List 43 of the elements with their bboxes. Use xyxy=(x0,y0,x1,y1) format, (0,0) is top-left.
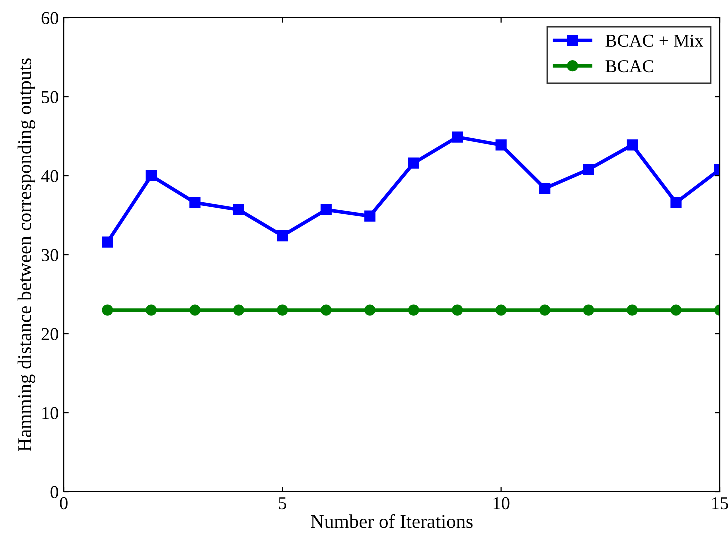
y-tick-label: 20 xyxy=(42,328,58,340)
y-axis-title: Hamming distance between corresponding outputs xyxy=(18,58,36,452)
point xyxy=(364,304,376,316)
point xyxy=(102,236,114,248)
point xyxy=(496,140,507,151)
point xyxy=(364,210,376,222)
point xyxy=(408,304,420,316)
point xyxy=(626,140,638,151)
point xyxy=(540,183,551,194)
y-tick-label: 40 xyxy=(41,170,58,182)
point xyxy=(320,204,332,216)
point xyxy=(320,304,332,316)
point xyxy=(233,204,244,216)
legend-label: BCAC xyxy=(606,60,654,73)
x-tick-label: 10 xyxy=(494,497,510,510)
point xyxy=(583,304,594,316)
point xyxy=(670,304,682,316)
point xyxy=(190,304,201,316)
y-tick-label: 60 xyxy=(42,12,58,24)
point xyxy=(670,197,682,208)
y-tick-label: 50 xyxy=(42,91,58,104)
legend-label: BCAC + Mix xyxy=(606,34,704,48)
x-tick-label: 0 xyxy=(60,497,68,510)
y-tick-label: 10 xyxy=(42,407,58,420)
y-tick-label: 0 xyxy=(50,486,58,498)
point xyxy=(277,230,288,242)
point xyxy=(233,304,244,316)
point xyxy=(583,164,594,176)
point xyxy=(626,304,638,316)
point xyxy=(408,158,420,169)
point xyxy=(452,304,464,316)
point xyxy=(540,304,551,316)
point xyxy=(146,170,158,182)
y-tick-label: 30 xyxy=(42,249,58,262)
point xyxy=(190,197,201,208)
x-tick-label: 5 xyxy=(279,498,286,510)
x-axis-title: Number of Iterations xyxy=(311,514,473,528)
point xyxy=(496,304,507,316)
point xyxy=(452,132,464,143)
point xyxy=(102,304,114,316)
x-tick-label: 15 xyxy=(712,497,728,510)
point xyxy=(146,304,158,316)
point xyxy=(277,304,288,316)
